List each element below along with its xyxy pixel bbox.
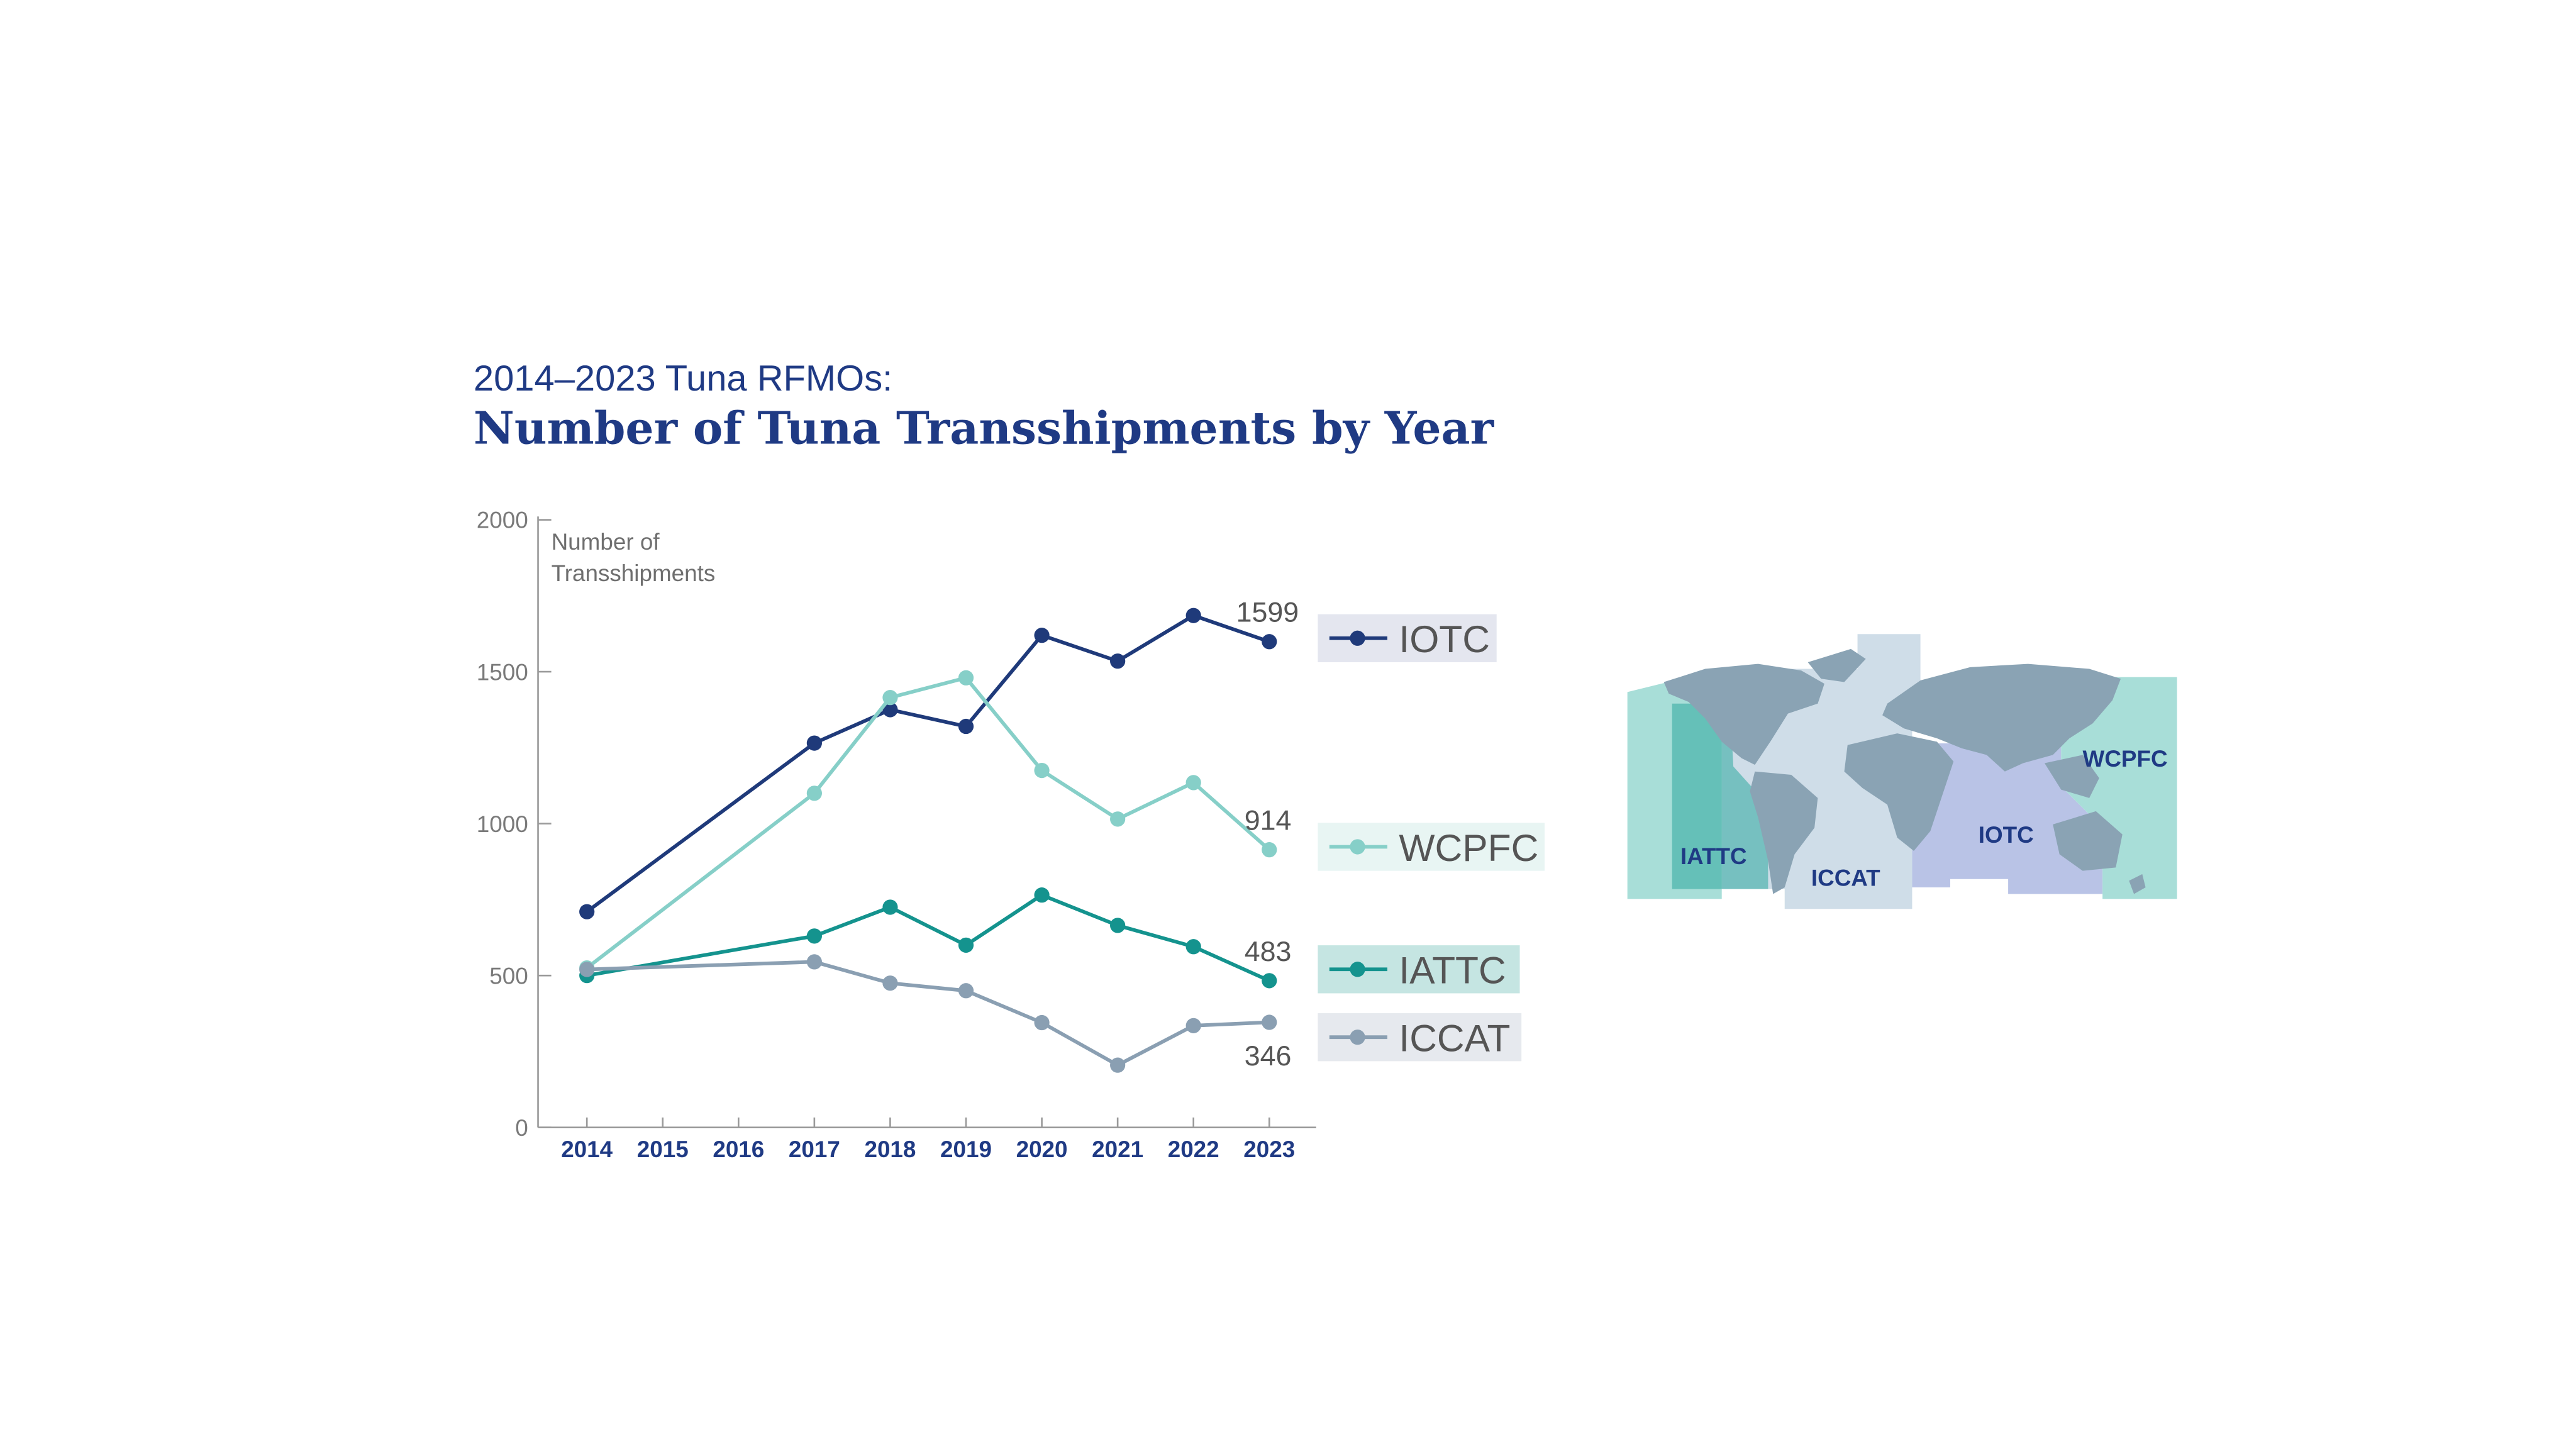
legend-item-iattc: IATTC xyxy=(1318,945,1520,994)
data-point xyxy=(1185,775,1201,791)
legend-marker xyxy=(1350,630,1365,646)
data-point xyxy=(806,928,822,944)
series-wcpfc: 914 xyxy=(579,670,1291,976)
data-point xyxy=(1262,973,1277,989)
wcpfc-region-east xyxy=(2061,677,2177,899)
end-value-label: 483 xyxy=(1245,936,1292,967)
legend-marker xyxy=(1350,1030,1365,1045)
data-point xyxy=(1034,628,1050,643)
x-tick-label: 2018 xyxy=(864,1136,916,1162)
data-point xyxy=(806,954,822,970)
x-tick-label: 2022 xyxy=(1168,1136,1219,1162)
legend-marker xyxy=(1350,839,1365,855)
data-point xyxy=(882,975,898,991)
series-iattc: 483 xyxy=(579,887,1292,989)
data-point xyxy=(1110,1057,1126,1073)
land-masses xyxy=(1663,648,2146,894)
data-point xyxy=(1110,811,1126,827)
legend-item-wcpfc: WCPFC xyxy=(1318,823,1545,871)
legend-label: WCPFC xyxy=(1399,826,1538,869)
legend-label: IATTC xyxy=(1399,949,1506,992)
x-tick-label: 2019 xyxy=(940,1136,992,1162)
chart-subtitle: 2014–2023 Tuna RFMOs: xyxy=(473,357,893,399)
y-axis-label-line2: Transshipments xyxy=(552,560,716,586)
data-point xyxy=(958,718,974,735)
data-point xyxy=(1262,634,1277,650)
southeast-asia xyxy=(2045,755,2099,798)
data-point xyxy=(1185,939,1201,955)
x-tick-label: 2021 xyxy=(1092,1136,1143,1162)
africa xyxy=(1844,733,1954,852)
data-point xyxy=(958,670,974,686)
rfmo-world-map: IATTC ICCAT IOTC WCPFC xyxy=(1627,634,2177,909)
series-line xyxy=(587,960,1270,1067)
data-point xyxy=(1262,842,1277,858)
x-tick-label: 2017 xyxy=(789,1136,840,1162)
data-point xyxy=(806,735,822,751)
greenland xyxy=(1807,648,1866,682)
europe-asia xyxy=(1882,663,2121,772)
map-label-iccat: ICCAT xyxy=(1811,865,1880,891)
y-tick-label: 500 xyxy=(489,963,528,989)
new-zealand xyxy=(2129,874,2146,894)
data-point xyxy=(882,702,898,718)
end-value-label: 1599 xyxy=(1236,597,1299,628)
x-tick-label: 2023 xyxy=(1243,1136,1295,1162)
data-point xyxy=(1110,918,1126,933)
x-tick-label: 2016 xyxy=(713,1136,764,1162)
data-point xyxy=(882,899,898,915)
iattc-region xyxy=(1672,703,1768,889)
data-point xyxy=(806,786,822,801)
data-point xyxy=(1262,1014,1277,1030)
legend-label: ICCAT xyxy=(1399,1017,1510,1060)
series-line xyxy=(586,675,1271,970)
series-group: 1599 914 483 346 xyxy=(579,597,1299,1073)
y-ticks: 0 500 1000 1500 2000 xyxy=(477,508,552,1141)
legend-item-iccat: ICCAT xyxy=(1318,1013,1522,1062)
legend-label: IOTC xyxy=(1399,618,1490,660)
axes: Number of Transshipments xyxy=(537,516,1316,1128)
data-point xyxy=(958,937,974,953)
y-tick-label: 2000 xyxy=(477,508,528,533)
series-iccat: 346 xyxy=(579,954,1292,1073)
series-line xyxy=(586,893,1270,982)
north-america xyxy=(1663,663,1824,765)
data-point xyxy=(882,690,898,706)
end-value-label: 914 xyxy=(1245,805,1292,836)
data-point xyxy=(1185,1018,1201,1033)
chart-title: Number of Tuna Transshipments by Year xyxy=(473,404,1494,455)
x-tick-label: 2020 xyxy=(1016,1136,1068,1162)
data-point xyxy=(1034,762,1050,779)
data-point xyxy=(579,962,595,977)
data-point xyxy=(1110,653,1126,669)
map-label-wcpfc: WCPFC xyxy=(2083,746,2168,772)
australia xyxy=(2053,811,2123,871)
y-axis-label-line1: Number of xyxy=(552,529,660,555)
data-point xyxy=(1185,608,1201,623)
south-america xyxy=(1750,771,1818,894)
legend-marker xyxy=(1350,962,1365,977)
data-point xyxy=(958,983,974,999)
legend: IOTC WCPFC IATTC ICCAT xyxy=(1318,614,1545,1062)
data-point xyxy=(1034,887,1050,903)
y-tick-label: 0 xyxy=(515,1115,528,1141)
map-label-iattc: IATTC xyxy=(1680,843,1747,869)
end-value-label: 346 xyxy=(1245,1040,1292,1072)
legend-item-iotc: IOTC xyxy=(1318,614,1497,662)
iotc-region xyxy=(1912,743,2103,894)
y-tick-label: 1500 xyxy=(477,659,528,685)
data-point xyxy=(579,904,595,919)
x-tick-label: 2015 xyxy=(637,1136,689,1162)
x-ticks: 2014 2015 2016 2017 2018 2019 2020 2021 2022 2023 xyxy=(561,1117,1295,1162)
series-iotc: 1599 xyxy=(579,597,1299,919)
data-point xyxy=(1034,1014,1050,1031)
series-line xyxy=(586,613,1270,914)
x-tick-label: 2014 xyxy=(561,1136,613,1162)
map-label-iotc: IOTC xyxy=(1979,822,2034,848)
y-tick-label: 1000 xyxy=(477,811,528,837)
